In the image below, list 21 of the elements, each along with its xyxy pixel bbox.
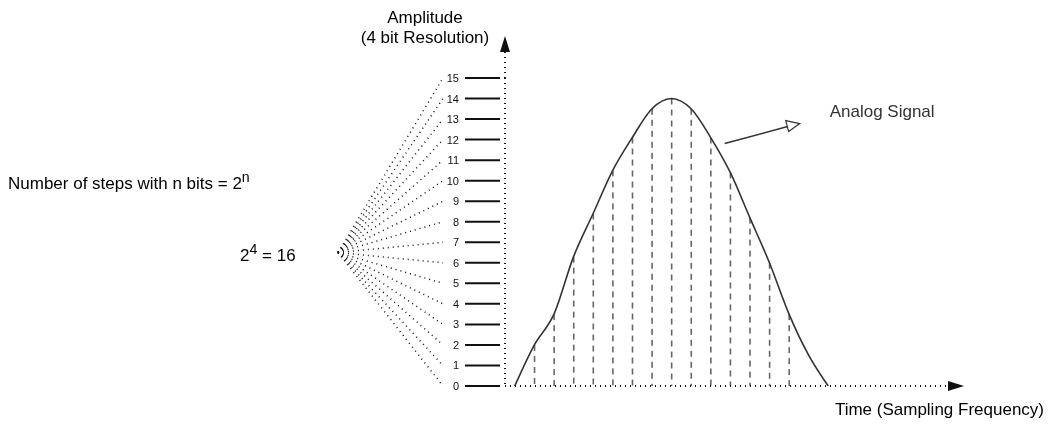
- text: Analog Signal: [829, 101, 935, 122]
- text: 2$^{4}$ = 16: [240, 240, 296, 266]
- y-tick-label: 12: [446, 133, 459, 146]
- y-tick-label: 0: [452, 380, 459, 392]
- x-axis-title: Time (Sampling Frequency): [834, 400, 1044, 420]
- y-tick-label: 4: [452, 297, 459, 310]
- y-tick-label: 10: [446, 174, 459, 187]
- y-tick-label: 11: [447, 154, 459, 167]
- y-tick-label: 5: [452, 277, 459, 290]
- y-tick-label: 6: [452, 256, 459, 269]
- y-tick-label: 3: [452, 318, 459, 331]
- y-tick-label: 15: [446, 72, 459, 84]
- text: Number of steps with n bits = 2$^{n}$: [8, 168, 250, 194]
- y-tick-label: 1: [452, 359, 459, 372]
- y-tick-label: 13: [446, 113, 459, 126]
- y-tick-label: 14: [446, 92, 459, 105]
- y-axis-title: Amplitude (4 bit Resolution): [359, 8, 491, 48]
- y-tick-label: 8: [452, 215, 459, 228]
- y-tick-label: 2: [452, 338, 459, 351]
- y-tick-label: 7: [452, 236, 459, 249]
- y-tick-label: 9: [452, 195, 459, 208]
